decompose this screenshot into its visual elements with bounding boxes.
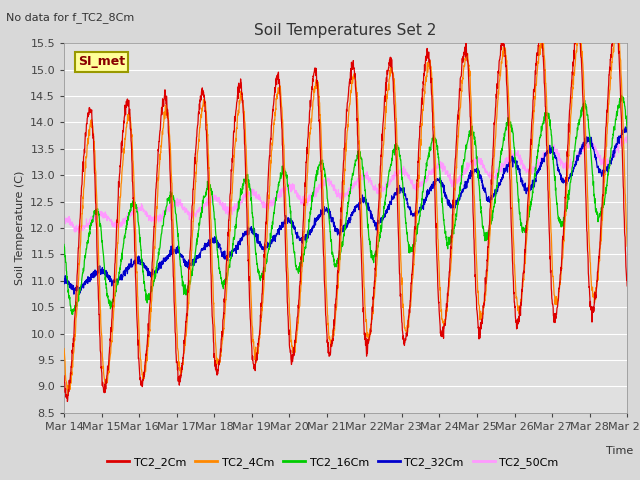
Text: SI_met: SI_met <box>78 55 125 68</box>
X-axis label: Time: Time <box>605 446 633 456</box>
Text: No data for f_TC2_8Cm: No data for f_TC2_8Cm <box>6 12 134 23</box>
Y-axis label: Soil Temperature (C): Soil Temperature (C) <box>15 171 25 285</box>
Legend: TC2_2Cm, TC2_4Cm, TC2_16Cm, TC2_32Cm, TC2_50Cm: TC2_2Cm, TC2_4Cm, TC2_16Cm, TC2_32Cm, TC… <box>102 452 563 472</box>
Title: Soil Temperatures Set 2: Soil Temperatures Set 2 <box>255 23 436 38</box>
